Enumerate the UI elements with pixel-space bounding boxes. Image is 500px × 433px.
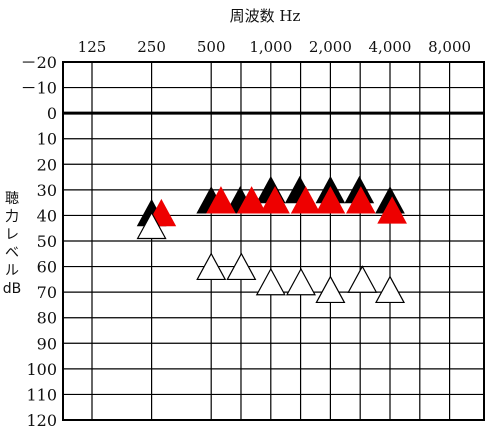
open-triangle-marker [347,265,378,293]
data-marks [136,175,407,304]
open-triangle-marker [196,252,227,281]
grid-lines [63,62,484,420]
open-triangle-marker [315,275,346,304]
red-triangle-marker [236,186,267,214]
x-tick-label: 125 [78,38,107,56]
y-axis-label-char: 力 [5,209,19,225]
red-triangle-marker [206,186,236,214]
y-tick-label: 30 [37,181,57,200]
y-tick-label: 10 [37,130,57,149]
x-tick-label: 1,000 [249,38,292,56]
y-tick-label: 120 [26,411,57,430]
y-axis-label: 聴力レベル dB [2,190,22,298]
y-tick-label: 0 [47,104,57,123]
y-tick-label: 20 [37,155,57,174]
red-triangle-marker [290,186,321,214]
y-tick-label: －20 [21,53,57,72]
open-triangle-marker [255,267,286,296]
red-triangle-marker [260,186,290,214]
open-triangle-marker [226,252,257,281]
y-tick-label: 100 [26,360,57,379]
x-tick-label: 250 [137,38,166,56]
x-axis-label: 周波数 Hz [230,7,301,25]
open-triangle-marker [374,275,406,304]
red-triangle-marker [315,186,346,214]
x-tick-label: 8,000 [428,38,471,56]
open-triangle-marker [136,211,167,240]
y-tick-label: 90 [37,334,57,353]
y-axis-label-char: dB [2,281,22,297]
y-tick-label: 40 [37,206,57,225]
x-tick-label: 500 [197,38,226,56]
y-tick-label: 110 [26,385,57,404]
x-tick-label: 2,000 [309,38,352,56]
tick-labels: －20 －10 0 10 20 30 40 50 60 70 80 90 100 110 120 125 250… [21,38,471,430]
red-triangle-marker [346,186,376,214]
x-tick-label: 4,000 [369,38,412,56]
open-triangle-marker [285,267,316,296]
y-axis-label-char: 聴 [5,191,19,207]
y-tick-label: 50 [37,232,57,251]
y-tick-label: 80 [37,309,57,328]
y-tick-label: 70 [37,283,57,302]
y-tick-label: －10 [21,79,57,98]
red-triangle-marker [377,196,407,224]
y-axis-label-char: レ [5,227,19,243]
y-axis-label-char: ル [5,263,19,279]
y-axis-label-char: ベ [5,245,19,261]
y-tick-label: 60 [37,258,57,277]
